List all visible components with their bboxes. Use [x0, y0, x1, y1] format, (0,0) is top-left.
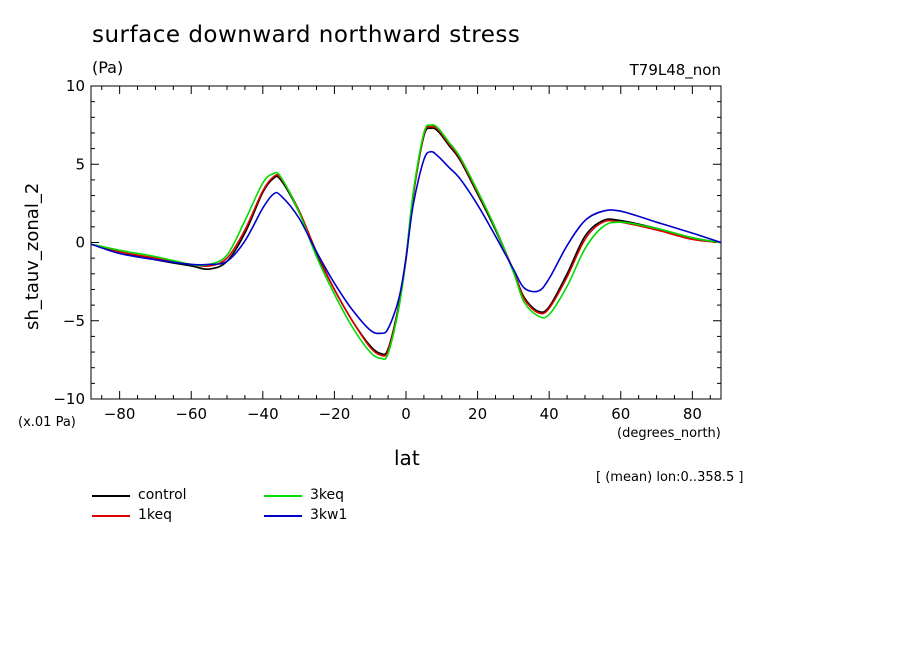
y-tick-label: −10	[53, 390, 85, 408]
x-tick-label: 40	[540, 405, 559, 423]
y-tick-label: 0	[75, 234, 85, 252]
y-tick-label: −5	[63, 312, 85, 330]
plot-frame	[90, 85, 722, 400]
legend-label: control	[138, 487, 187, 503]
chart-title: surface downward northward stress	[92, 22, 521, 48]
x-tick-label: −40	[247, 405, 279, 423]
x-tick-label: −80	[104, 405, 136, 423]
legend-label: 3keq	[310, 487, 345, 503]
x-tick-label: 60	[611, 405, 630, 423]
legend-swatch	[264, 495, 302, 497]
chart-units: (Pa)	[92, 58, 124, 77]
legend-swatch	[264, 515, 302, 517]
x-tick-label: 80	[683, 405, 702, 423]
series-line-3kw1	[90, 150, 722, 335]
x-tick-label: −60	[175, 405, 207, 423]
legend-swatch	[92, 495, 130, 497]
series-line-control	[90, 127, 722, 356]
legend-swatch	[92, 515, 130, 517]
y-tick-label: 10	[66, 77, 85, 95]
series-line-3keq	[90, 124, 722, 361]
mean-note: [ (mean) lon:0..358.5 ]	[596, 470, 744, 485]
legend-label: 3kw1	[310, 507, 348, 523]
y-tick-label: 5	[75, 155, 85, 173]
x-tick-label: 20	[468, 405, 487, 423]
x-tick-label: 0	[401, 405, 411, 423]
x-tick-label: −20	[319, 405, 351, 423]
x-axis-units: (degrees_north)	[617, 426, 721, 441]
legend-label: 1keq	[138, 507, 173, 523]
run-label: T79L48_non	[629, 61, 721, 79]
scale-note: (x.01 Pa)	[18, 415, 76, 430]
series-line-1keq	[90, 125, 722, 357]
x-axis-label: lat	[394, 446, 420, 470]
